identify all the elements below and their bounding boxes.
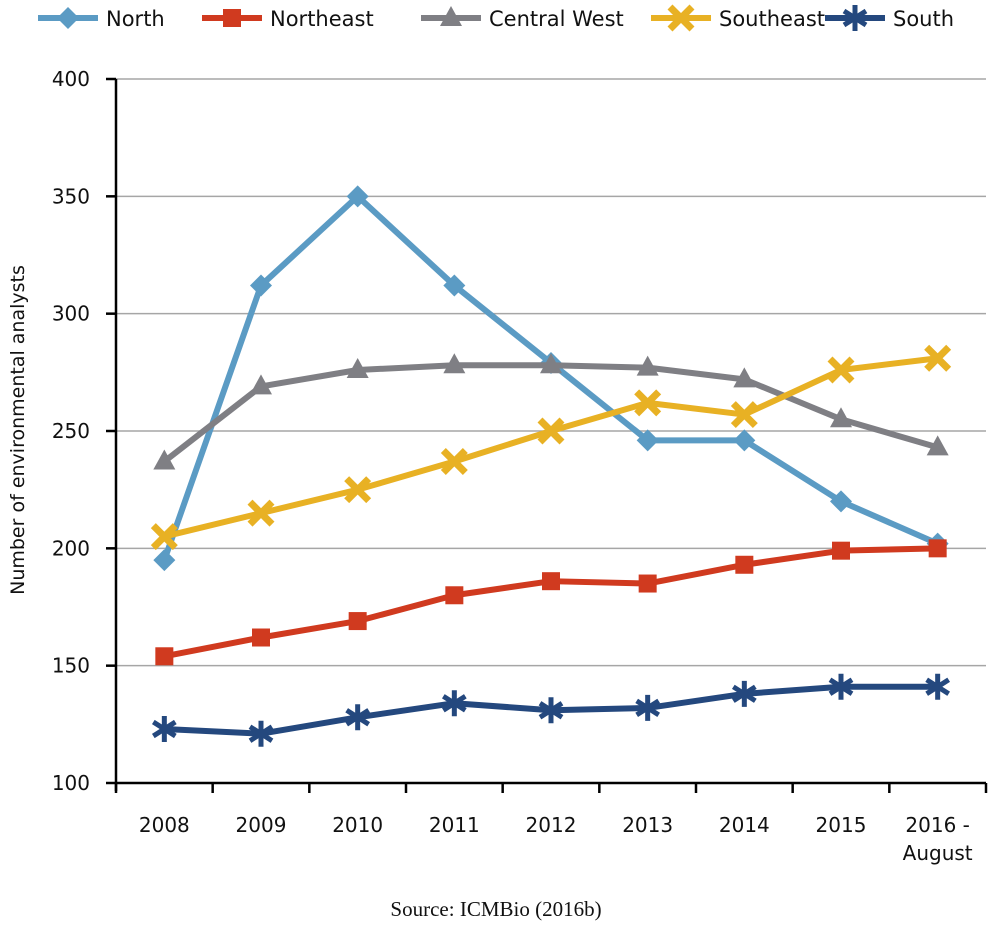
data-point-north (733, 429, 756, 452)
x-tick-label: 2009 (236, 813, 287, 837)
data-point-central-west (540, 353, 562, 374)
data-point-southeast (634, 389, 662, 417)
data-point-south (248, 720, 274, 747)
series-lines (150, 185, 952, 747)
series-southeast (150, 344, 952, 551)
data-point-central-west (830, 407, 852, 428)
data-point-south (925, 673, 951, 700)
data-point-southeast (537, 417, 565, 445)
y-tick-label: 250 (52, 419, 90, 443)
data-point-central-west (636, 355, 659, 376)
data-point-south (731, 680, 757, 707)
legend-item-south: South (825, 5, 954, 31)
data-point-northeast (445, 586, 464, 605)
data-point-south (828, 673, 854, 700)
legend-marker-square-icon (223, 9, 241, 27)
legend-item-central-west: Central West (421, 6, 624, 31)
x-tick-label: 2016 -August (903, 813, 973, 865)
x-tick-label: 2012 (526, 813, 577, 837)
data-point-north (443, 274, 466, 297)
y-tick-label: 400 (52, 67, 90, 91)
y-tick-label: 100 (52, 771, 90, 795)
y-axis-ticks: 100 150 200 250 300 350 400 (52, 67, 116, 795)
data-point-northeast (542, 572, 560, 591)
data-point-central-west (733, 367, 756, 388)
data-point-north (346, 185, 369, 208)
data-point-south (441, 690, 467, 717)
series-northeast (155, 539, 947, 666)
legend-marker-x-icon (667, 4, 695, 32)
data-point-north (153, 549, 176, 572)
x-axis-ticks: 2008 2009 2010 2011 2012 2013 2014 2015 2016 -Au… (114, 783, 988, 865)
data-point-southeast (924, 344, 952, 372)
series-central-west (153, 353, 949, 470)
x-tick-label: 2015 (816, 813, 867, 837)
x-tick-label: 2014 (719, 813, 770, 837)
data-point-north (830, 490, 852, 513)
data-point-southeast (730, 401, 758, 429)
data-point-south (151, 716, 177, 743)
data-point-northeast (348, 612, 367, 631)
legend-label: Southeast (719, 7, 825, 31)
data-point-northeast (832, 541, 850, 560)
data-point-southeast (150, 523, 178, 551)
legend-item-northeast: Northeast (202, 7, 374, 31)
y-tick-label: 150 (52, 654, 90, 678)
data-point-northeast (638, 574, 657, 593)
source-caption: Source: ICMBio (2016b) (390, 897, 602, 921)
legend-label: Northeast (270, 7, 374, 31)
data-point-central-west (250, 374, 272, 395)
y-tick-label: 350 (52, 184, 90, 208)
legend-marker-triangle-icon (440, 6, 462, 26)
data-point-central-west (346, 357, 369, 378)
data-point-southeast (247, 499, 275, 527)
data-point-south (538, 697, 564, 724)
data-point-northeast (928, 539, 947, 558)
data-point-central-west (153, 449, 176, 470)
legend-label: Central West (489, 7, 624, 31)
data-point-central-west (443, 353, 466, 374)
data-point-northeast (155, 647, 174, 666)
data-point-south (635, 694, 661, 721)
axes (114, 79, 986, 791)
data-point-south (345, 704, 371, 731)
legend-marker-asterisk-icon (842, 5, 868, 31)
data-point-northeast (735, 555, 754, 574)
x-tick-label: 2010 (332, 813, 383, 837)
x-tick-label: 2013 (622, 813, 673, 837)
y-tick-label: 300 (52, 302, 90, 326)
data-point-northeast (252, 628, 270, 647)
y-axis-title: Number of environmental analysts (7, 265, 29, 595)
legend-item-north: North (38, 7, 165, 31)
data-point-southeast (827, 356, 855, 384)
legend-label: South (893, 7, 954, 31)
data-point-north (250, 274, 272, 297)
x-tick-label: 2008 (139, 813, 190, 837)
y-tick-label: 200 (52, 536, 90, 560)
data-point-southeast (440, 448, 468, 475)
legend-item-southeast: Southeast (651, 4, 825, 32)
data-point-north (636, 429, 659, 452)
data-point-southeast (344, 476, 372, 504)
x-tick-label: 2011 (429, 813, 480, 837)
data-point-central-west (926, 435, 949, 456)
legend-label: North (106, 7, 165, 31)
legend-marker-diamond-icon (57, 7, 79, 29)
series-line-northeast (163, 545, 938, 660)
series-south (151, 673, 951, 747)
legend: North Northeast Central West Southeast South (38, 4, 954, 32)
